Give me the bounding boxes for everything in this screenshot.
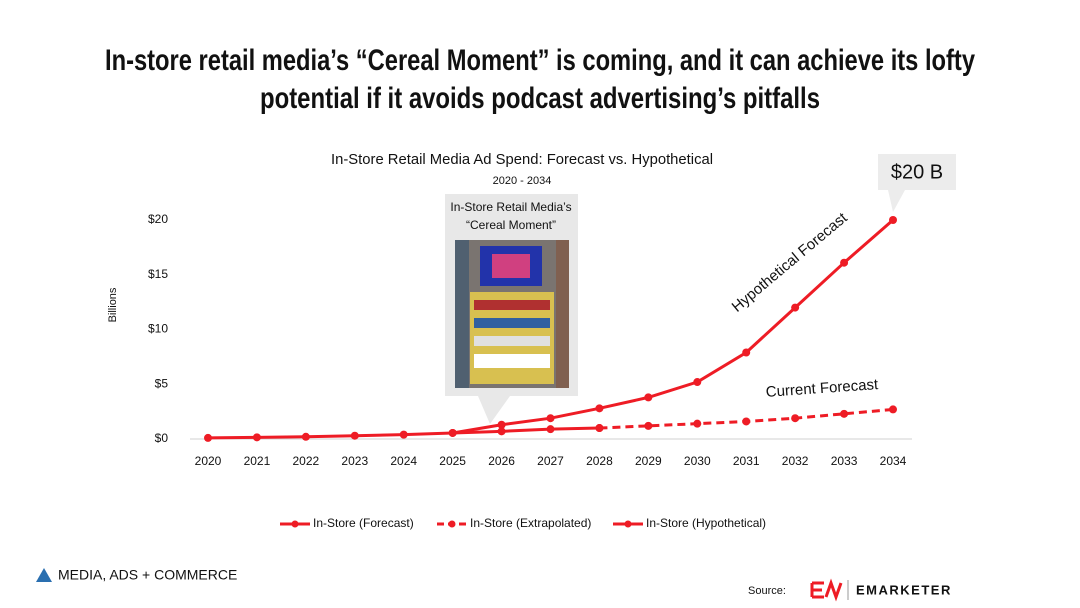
point <box>399 430 408 439</box>
image-callout: In-Store Retail Media’s “Cereal Moment” <box>445 194 578 424</box>
point <box>350 431 359 440</box>
chart-title: In-Store Retail Media Ad Spend: Forecast… <box>331 151 713 168</box>
x-tick-label: 2024 <box>390 454 417 468</box>
y-tick-label: $0 <box>155 431 169 445</box>
point <box>301 432 310 441</box>
x-tick-label: 2020 <box>195 454 222 468</box>
value-callout <box>878 154 956 212</box>
point <box>840 409 849 418</box>
x-tick-label: 2025 <box>439 454 466 468</box>
annotation: Current Forecast <box>765 376 879 401</box>
x-tick-label: 2032 <box>782 454 809 468</box>
annotation: Hypothetical Forecast <box>729 209 852 316</box>
y-tick-label: $15 <box>148 267 168 281</box>
point <box>497 427 506 436</box>
legend-label: In-Store (Forecast) <box>313 516 414 530</box>
point <box>252 433 261 442</box>
y-tick-label: $10 <box>148 322 168 336</box>
point <box>644 421 653 430</box>
x-tick-label: 2029 <box>635 454 662 468</box>
source-label: Source: <box>748 585 786 597</box>
y-tick-label: $5 <box>155 376 169 390</box>
callout-label: $20 B <box>891 161 943 183</box>
point <box>204 433 212 442</box>
legend-marker <box>291 520 299 528</box>
point <box>693 378 702 387</box>
point <box>791 303 800 312</box>
brand: MEDIA, ADS + COMMERCE <box>58 567 237 583</box>
legend-label: In-Store (Hypothetical) <box>646 516 766 530</box>
point <box>595 424 604 433</box>
point <box>546 425 555 434</box>
point <box>644 393 653 402</box>
point <box>693 419 702 428</box>
x-tick-label: 2034 <box>880 454 907 468</box>
brand-icon <box>36 568 52 582</box>
point <box>742 348 751 357</box>
y-tick-label: $20 <box>148 212 168 226</box>
x-tick-label: 2027 <box>537 454 564 468</box>
x-tick-label: 2026 <box>488 454 515 468</box>
x-tick-label: 2028 <box>586 454 613 468</box>
legend-marker <box>624 520 632 528</box>
point <box>889 405 897 414</box>
image-caption: In-Store Retail Media’s <box>450 200 571 214</box>
legend-label: In-Store (Extrapolated) <box>470 516 591 530</box>
x-tick-label: 2030 <box>684 454 711 468</box>
point <box>742 417 751 426</box>
headline: In-store retail media’s “Cereal Moment” … <box>105 44 975 77</box>
x-tick-label: 2031 <box>733 454 760 468</box>
y-axis-title: Billions <box>107 287 119 322</box>
point <box>840 258 849 267</box>
x-tick-label: 2021 <box>244 454 271 468</box>
logo-text: EMARKETER <box>856 582 952 597</box>
headline: potential if it avoids podcast advertisi… <box>260 82 820 115</box>
point <box>595 404 604 413</box>
image-caption: “Cereal Moment” <box>466 218 556 232</box>
logo-mark <box>810 578 843 602</box>
point <box>448 428 457 437</box>
point <box>546 414 555 423</box>
x-tick-label: 2022 <box>293 454 320 468</box>
point <box>791 414 800 423</box>
legend-marker <box>448 520 456 528</box>
point <box>497 420 506 429</box>
x-tick-label: 2033 <box>831 454 858 468</box>
series-line <box>452 218 894 435</box>
chart-subtitle: 2020 - 2034 <box>493 175 552 187</box>
point <box>889 216 897 224</box>
x-tick-label: 2023 <box>341 454 368 468</box>
